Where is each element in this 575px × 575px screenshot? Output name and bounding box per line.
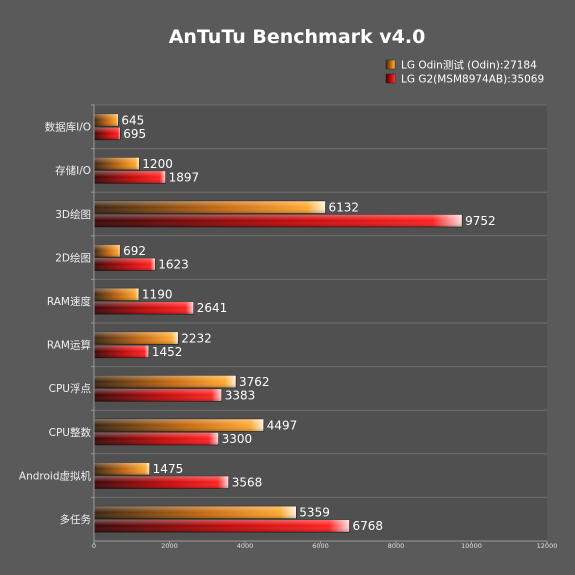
bar-value-label: 4497 [267,419,298,433]
bar-value-label: 692 [123,244,146,258]
bar-value-label: 2641 [197,301,228,315]
category-label: 数据库I/O [45,121,91,134]
category-label: 存储I/O [55,164,91,177]
bar-shine [94,519,350,533]
bar-value-label: 695 [123,127,146,141]
bar-value-label: 3762 [239,375,270,389]
bar-shine [94,375,237,388]
bar-shine [94,462,150,476]
legend-label-1: LG G2(MSM8974AB):35069 [401,74,544,86]
bar-shine [94,127,121,140]
x-tick-label: 8000 [388,542,405,550]
bar-shine [94,244,121,258]
bar-value-label: 9752 [465,214,496,228]
legend-swatch-1 [385,73,396,84]
bar-shine [94,258,156,271]
legend-label-0: LG Odin测试 (Odin):27184 [401,59,537,72]
bar-value-label: 6132 [328,201,359,215]
category-label: CPU浮点 [49,383,91,395]
bar-shine [94,419,264,432]
bar-value-label: 6768 [352,519,383,533]
legend-swatch-0 [385,59,396,70]
bar-shine [94,201,326,214]
bar-shine [94,157,140,170]
x-tick-label: 2000 [161,542,178,550]
bar-shine [94,214,463,227]
bar-shine [94,331,179,345]
bar-shine [94,476,229,489]
bar-shine [94,345,149,358]
bar-shine [94,288,139,301]
bar-shine [94,432,219,445]
bar-shine [94,388,222,402]
category-label: CPU整数 [49,426,92,439]
category-label: RAM运算 [47,339,91,352]
bar-value-label: 1897 [169,170,200,184]
bar-value-label: 2232 [181,331,212,345]
bar-shine [94,301,194,315]
x-tick-label: 0 [92,542,96,550]
x-tick-label: 12000 [537,542,558,550]
x-ticks: 0 2000 4000 6000 8000 10000 12000 [91,104,558,550]
bar-value-label: 1623 [158,258,189,272]
category-label: RAM速度 [47,295,92,308]
x-tick-label: 4000 [237,542,254,550]
legend: LG Odin测试 (Odin):27184 LG G2(MSM8974AB):… [385,59,544,86]
category-label: 3D绘图 [55,208,91,221]
bar-value-label: 1200 [142,157,173,171]
category-label: Android虚拟机 [19,469,92,482]
category-labels: 数据库I/O 存储I/O 3D绘图 2D绘图 RAM速度 RAM运算 CPU浮点 CPU整数 A… [19,121,92,526]
bar-value-label: 1190 [142,288,173,302]
bar-value-label: 3383 [225,388,256,402]
bar-value-label: 3568 [232,476,263,490]
bar-value-label: 3300 [222,432,253,446]
bar-shine [94,170,166,184]
bar-value-label: 5359 [299,506,330,520]
bar-shine [94,506,297,519]
x-tick-label: 10000 [461,542,482,550]
bar-value-label: 1452 [152,345,183,359]
x-tick-label: 6000 [312,542,329,550]
chart-title: AnTuTu Benchmark v4.0 [169,26,426,48]
bar-shine [94,113,119,127]
category-label: 多任务 [60,513,92,526]
bar-value-label: 1475 [153,462,184,476]
category-label: 2D绘图 [55,251,91,264]
bar-value-label: 645 [121,113,144,127]
